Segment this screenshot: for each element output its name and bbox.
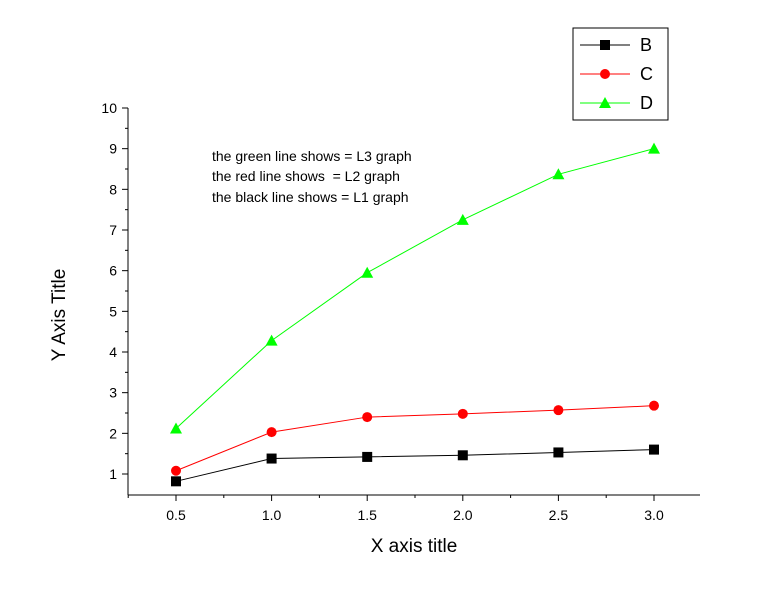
y-tick-label: 2 <box>109 425 117 441</box>
y-tick-label: 4 <box>109 344 117 360</box>
y-ticks: 1 2 3 4 5 6 7 8 9 10 <box>101 100 128 482</box>
x-tick-label: 3.0 <box>644 507 664 523</box>
data-point-D <box>265 334 278 346</box>
data-point-C <box>362 412 373 423</box>
data-point-C <box>649 400 659 411</box>
data-point-C <box>171 465 181 476</box>
data-point-D <box>456 213 469 225</box>
x-tick-label: 1.0 <box>262 507 282 523</box>
x-tick-label: 0.5 <box>166 507 186 523</box>
y-tick-label: 8 <box>109 181 117 197</box>
data-point-C <box>553 405 564 416</box>
series-line-B <box>175 449 655 482</box>
annotation-line-1: the green line shows = L3 graph <box>212 148 412 164</box>
legend-item-C: C <box>580 64 653 84</box>
data-point-B <box>266 453 277 464</box>
series-D <box>170 142 660 434</box>
y-tick-label: 9 <box>109 141 117 157</box>
series-C <box>171 400 659 476</box>
legend-item-B: B <box>580 35 652 55</box>
data-point-B <box>553 447 564 458</box>
data-point-B <box>457 450 468 461</box>
y-axis-title: Y Axis Title <box>49 269 70 362</box>
legend-label: D <box>640 93 653 113</box>
legend-item-D: D <box>580 93 653 113</box>
legend: BCD <box>572 27 669 121</box>
data-point-B <box>171 476 181 487</box>
legend-label: C <box>640 64 653 84</box>
series-line-C <box>175 405 655 472</box>
legend-swatch-marker <box>599 97 611 108</box>
legend-swatch-marker <box>600 40 610 50</box>
data-point-B <box>649 444 659 455</box>
data-point-D <box>361 266 374 278</box>
y-tick-label: 5 <box>109 303 117 319</box>
data-point-C <box>457 408 468 419</box>
series-B <box>171 444 659 487</box>
annotation-block: the green line shows = L3 graph the red … <box>212 148 412 205</box>
data-point-B <box>362 451 373 462</box>
series-layer <box>170 142 660 487</box>
series-line-D <box>175 148 655 429</box>
y-tick-label: 7 <box>109 222 117 238</box>
data-point-D <box>170 422 182 434</box>
legend-items: BCD <box>580 35 653 113</box>
y-tick-label: 3 <box>109 385 117 401</box>
x-tick-label: 2.0 <box>453 507 473 523</box>
legend-swatch-marker <box>600 69 610 79</box>
data-point-C <box>266 427 277 438</box>
y-tick-label: 6 <box>109 263 117 279</box>
x-tick-label: 2.5 <box>549 507 569 523</box>
x-axis-title: X axis title <box>371 536 458 557</box>
data-point-D <box>648 142 660 154</box>
x-tick-label: 1.5 <box>357 507 377 523</box>
annotation-line-2: the red line shows = L2 graph <box>212 168 400 184</box>
x-ticks: 0.5 1.0 1.5 2.0 2.5 3.0 <box>127 495 664 523</box>
axes: 1 2 3 4 5 6 7 8 9 10 0.5 1.0 1.5 2.0 2.5 3.0 <box>101 100 700 523</box>
data-point-D <box>552 168 565 180</box>
y-tick-label: 10 <box>101 100 117 116</box>
legend-label: B <box>640 35 652 55</box>
y-tick-label: 1 <box>109 466 117 482</box>
annotation-line-3: the black line shows = L1 graph <box>212 189 409 205</box>
